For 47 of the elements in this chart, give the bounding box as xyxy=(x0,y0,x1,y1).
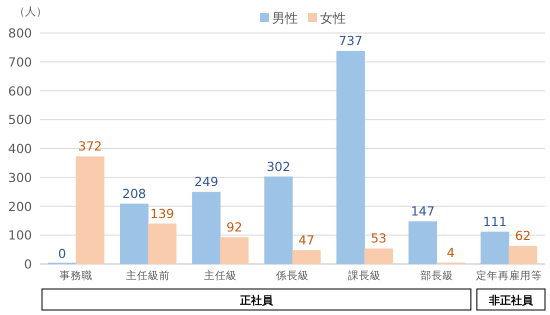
legend-label: 女性 xyxy=(320,12,346,26)
bar xyxy=(76,156,104,264)
bar xyxy=(480,232,510,264)
bar xyxy=(220,237,249,264)
data-label: 147 xyxy=(410,204,435,219)
data-label: 139 xyxy=(150,206,174,221)
data-label: 62 xyxy=(514,228,531,244)
text: 正社員 xyxy=(238,294,274,307)
data-label: 302 xyxy=(266,158,290,174)
data-label: 208 xyxy=(122,186,146,201)
y-tick-label: 200 xyxy=(8,198,32,214)
y-tick-label: 400 xyxy=(8,141,32,156)
legend-label: 男性 xyxy=(272,12,298,26)
data-label: 4 xyxy=(446,244,455,260)
y-tick-label: 300 xyxy=(8,170,32,185)
data-label: 372 xyxy=(78,138,102,154)
y-tick-label: 0 xyxy=(24,256,32,272)
x-tick-label: 課長級 xyxy=(348,269,382,282)
y-tick-label: 500 xyxy=(8,112,32,128)
y-axis-title: （人） xyxy=(14,5,47,18)
bar xyxy=(336,50,365,264)
text: 非正社員 xyxy=(488,294,534,307)
x-tick-label: 部長級 xyxy=(420,269,454,282)
bar xyxy=(192,192,221,264)
bar xyxy=(148,224,176,264)
data-label: 249 xyxy=(194,174,218,190)
data-label: 53 xyxy=(370,230,387,246)
data-label: 111 xyxy=(483,214,507,229)
bar xyxy=(264,176,293,264)
x-tick-label: 事務職 xyxy=(60,269,93,282)
bar xyxy=(408,221,438,264)
bar xyxy=(120,204,148,264)
x-tick-label: 主任級 xyxy=(204,269,237,282)
y-tick-label: 800 xyxy=(8,26,32,40)
x-tick-label: 主任級前 xyxy=(126,269,170,282)
data-label: 47 xyxy=(298,232,314,248)
data-label: 737 xyxy=(338,33,363,48)
x-tick-label: 係長級 xyxy=(276,270,309,282)
x-tick-label: 定年再雇用等 xyxy=(476,269,542,282)
y-tick-label: 700 xyxy=(8,54,32,70)
data-label: 92 xyxy=(226,219,242,234)
bar xyxy=(364,248,393,264)
bar xyxy=(292,250,321,264)
y-tick-label: 600 xyxy=(8,83,32,98)
y-tick-label: 100 xyxy=(8,228,32,243)
data-label: 0 xyxy=(58,246,66,261)
bar xyxy=(508,246,538,264)
